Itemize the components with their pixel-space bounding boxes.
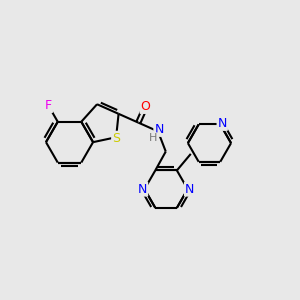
Text: N: N — [154, 123, 164, 136]
Text: O: O — [141, 100, 150, 113]
Text: S: S — [112, 132, 120, 145]
Text: N: N — [185, 183, 194, 196]
Text: N: N — [138, 183, 147, 196]
Text: F: F — [45, 99, 52, 112]
Text: N: N — [218, 117, 227, 130]
Text: H: H — [149, 133, 157, 143]
